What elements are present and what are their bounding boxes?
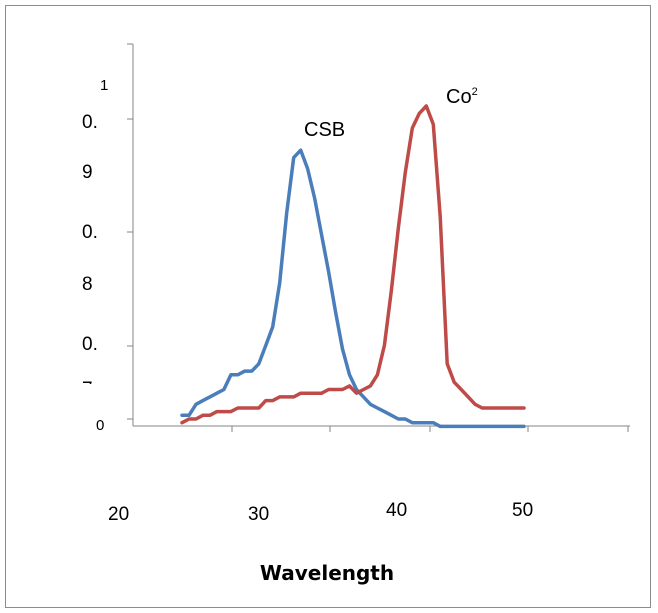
x-tick-label: 40 bbox=[386, 500, 407, 521]
series-label-co2-sup: 2 bbox=[472, 86, 478, 98]
x-axis-title: Wavelength bbox=[260, 561, 394, 585]
y-tick-label: 0 bbox=[96, 417, 104, 434]
x-tick-label: 30 bbox=[248, 504, 269, 525]
x-tick-label: 50 bbox=[512, 500, 533, 521]
chart-frame bbox=[5, 5, 651, 608]
x-axis-ticks bbox=[231, 426, 629, 432]
series-label-co2: Co2 bbox=[446, 86, 478, 108]
y-tick-label: 0. bbox=[82, 112, 98, 133]
series-line-co bbox=[180, 104, 526, 425]
series-layer bbox=[180, 104, 526, 429]
y-tick-label: 0. bbox=[82, 222, 98, 243]
y-tick-label: 1 bbox=[100, 77, 108, 94]
y-tick-label: 9 bbox=[82, 162, 93, 183]
series-label-csb: CSB bbox=[304, 119, 345, 141]
series-line-csb bbox=[180, 148, 526, 429]
y-tick-label: 8 bbox=[82, 274, 93, 295]
x-tick-label: 20 bbox=[108, 504, 129, 525]
series-label-co2-base: Co bbox=[446, 86, 472, 108]
label-clip-mask bbox=[76, 384, 100, 396]
y-tick-label: 0. bbox=[82, 334, 98, 355]
y-axis-ticks bbox=[127, 43, 133, 420]
